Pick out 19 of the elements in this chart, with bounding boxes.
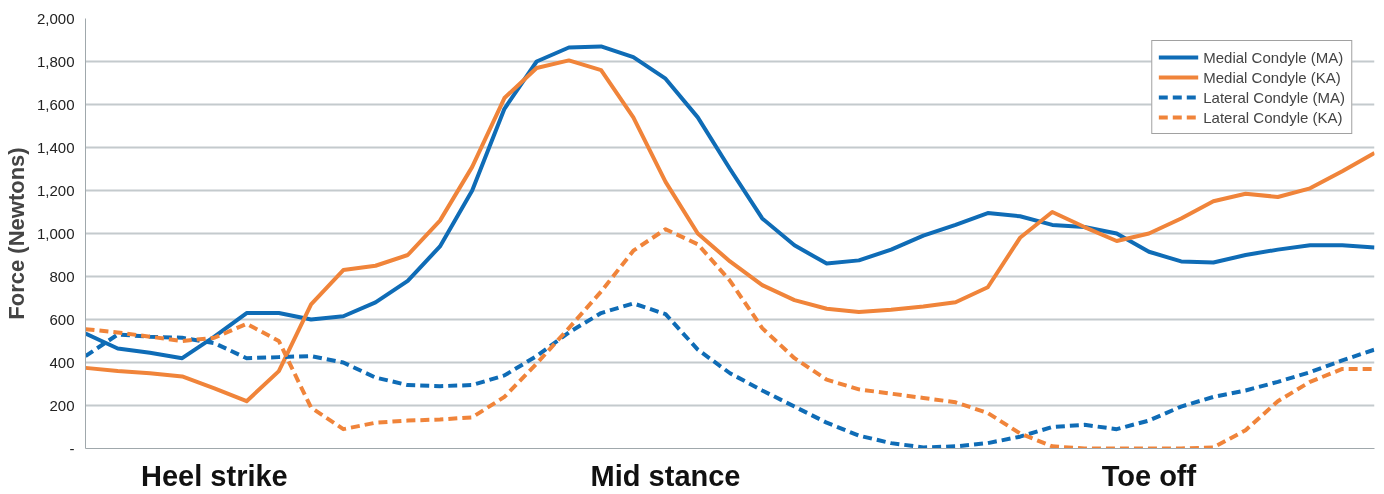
y-tick-label: 1,400 bbox=[36, 138, 75, 156]
y-tick-label: 1,600 bbox=[36, 95, 75, 113]
legend-label: Lateral Condyle (KA) bbox=[1203, 108, 1343, 126]
y-tick-label: - bbox=[69, 439, 75, 457]
y-tick-label: 2,000 bbox=[36, 9, 75, 27]
x-tick-label: Heel strike bbox=[141, 459, 288, 492]
y-tick-label: 1,800 bbox=[36, 52, 75, 70]
legend-label: Medial Condyle (MA) bbox=[1203, 48, 1344, 66]
y-axis-title: Force (Newtons) bbox=[3, 147, 29, 320]
legend-label: Medial Condyle (KA) bbox=[1203, 68, 1341, 86]
y-tick-label: 1,200 bbox=[36, 181, 75, 199]
y-tick-label: 400 bbox=[49, 353, 75, 371]
legend-label: Lateral Condyle (MA) bbox=[1203, 88, 1345, 106]
y-tick-label: 800 bbox=[49, 267, 75, 285]
y-tick-label: 600 bbox=[49, 310, 75, 328]
y-tick-label: 1,000 bbox=[36, 224, 75, 242]
x-tick-label: Mid stance bbox=[590, 459, 741, 492]
y-tick-label: 200 bbox=[49, 396, 75, 414]
x-tick-label: Toe off bbox=[1101, 459, 1197, 492]
